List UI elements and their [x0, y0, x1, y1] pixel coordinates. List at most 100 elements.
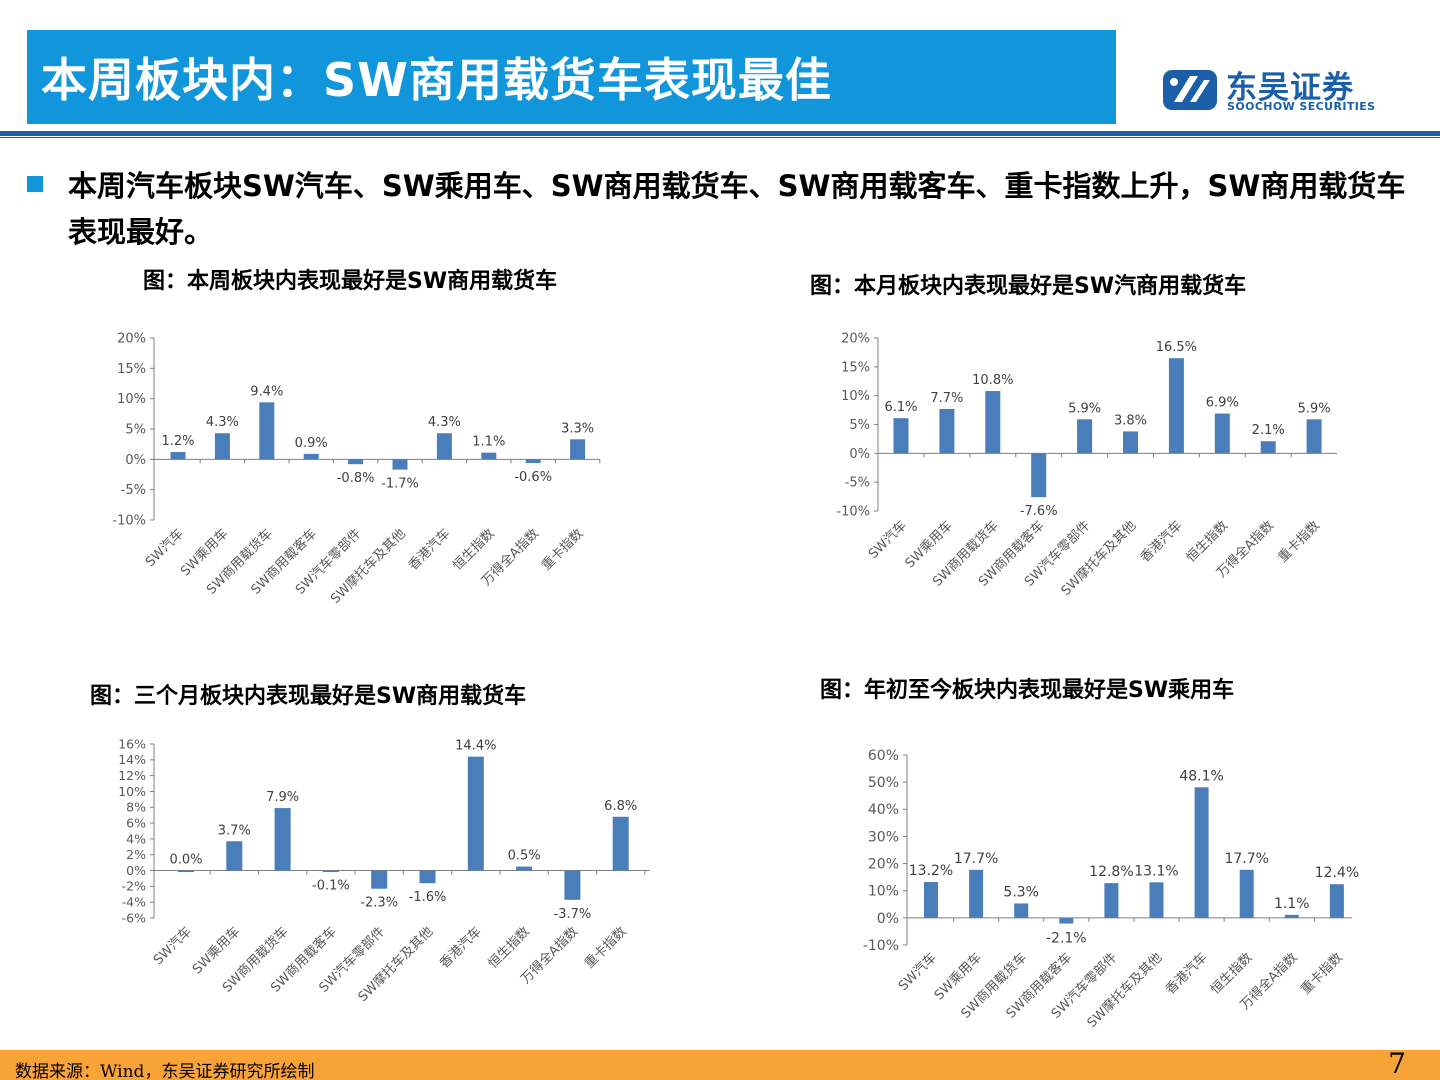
y-tick-label: 60% [868, 748, 899, 764]
bar [1168, 358, 1184, 454]
data-label: 17.7% [954, 851, 998, 867]
bar [1260, 441, 1276, 454]
category-label: 香港汽车 [1162, 950, 1210, 998]
page-title: 本周板块内：SW商用载货车表现最佳 [41, 53, 832, 107]
data-label: -2.3% [360, 896, 398, 911]
bar [1104, 883, 1119, 918]
y-tick-label: 20% [841, 332, 870, 347]
data-label: -0.6% [514, 470, 552, 485]
bar [564, 870, 581, 900]
data-label: 0.5% [508, 849, 541, 864]
y-tick-label: 5% [125, 423, 146, 438]
bar [392, 459, 408, 470]
data-label: 7.9% [266, 790, 299, 805]
footer-bar: 数据来源：Wind，东吴证券研究所绘制 7 [0, 1047, 1440, 1080]
bar [178, 870, 194, 873]
y-tick-label: 0% [877, 911, 899, 927]
y-tick-label: 15% [841, 360, 870, 375]
data-label: 2.1% [1252, 423, 1285, 438]
data-label: -0.8% [337, 471, 375, 486]
bar [259, 402, 275, 460]
data-label: 6.9% [1206, 396, 1239, 411]
bar [570, 439, 586, 460]
category-label: 重卡指数 [1298, 950, 1346, 998]
y-tick-label: 14% [118, 752, 146, 767]
logo-english-text: SOOCHOW SECURITIES [1227, 100, 1376, 113]
bar [419, 870, 436, 884]
header-divider-thin [0, 137, 1440, 138]
bar [525, 459, 541, 463]
bar [893, 418, 909, 454]
y-tick-label: 16% [118, 736, 146, 751]
y-tick-label: 20% [868, 856, 899, 872]
data-label: -3.7% [554, 907, 592, 922]
y-tick-label: -10% [112, 514, 146, 529]
data-label: 1.2% [161, 434, 194, 449]
y-tick-label: 40% [868, 802, 899, 818]
bullet-square-icon [27, 176, 43, 192]
category-label: SW汽车 [895, 950, 940, 995]
data-label: 17.7% [1224, 851, 1268, 867]
data-label: 13.1% [1134, 863, 1178, 879]
bar [170, 452, 186, 460]
bar [348, 459, 364, 465]
data-label: 3.7% [218, 823, 251, 838]
data-label: 6.1% [884, 400, 917, 415]
data-label: 1.1% [472, 435, 505, 450]
data-label: 13.2% [909, 863, 953, 879]
chart-title-month: 图：本月板块内表现最好是SW汽商用载货车 [810, 274, 1247, 299]
data-label: 6.8% [604, 799, 637, 814]
bar [371, 870, 388, 889]
bar [985, 391, 1001, 454]
bar [1306, 419, 1322, 454]
bar [226, 841, 243, 871]
y-tick-label: 50% [868, 775, 899, 791]
company-logo: 东吴证券 SOOCHOW SECURITIES [1160, 62, 1380, 118]
y-tick-label: 0% [849, 447, 870, 462]
bar [1123, 431, 1138, 454]
bar [969, 869, 984, 918]
data-label: 7.7% [930, 391, 963, 406]
bar [1284, 914, 1299, 918]
data-label: 3.8% [1114, 413, 1147, 428]
y-tick-label: -2% [122, 879, 146, 894]
summary-bullet: 本周汽车板块SW汽车、SW乘用车、SW商用载货车、SW商用载客车、重卡指数上升，… [68, 169, 1406, 249]
bar [436, 433, 452, 460]
data-label: 9.4% [250, 384, 283, 399]
bar [214, 433, 230, 460]
data-label: 4.3% [206, 415, 239, 430]
y-tick-label: 0% [125, 453, 146, 468]
y-tick-label: -6% [122, 910, 146, 925]
bar [1031, 453, 1047, 498]
soochow-logo-icon [1163, 70, 1217, 110]
data-label: 12.4% [1315, 865, 1359, 881]
chart-title-ytd: 图：年初至今板块内表现最好是SW乘用车 [820, 678, 1235, 703]
bar [1059, 917, 1074, 924]
y-tick-label: 2% [126, 847, 146, 862]
bar [612, 816, 629, 871]
data-label: -7.6% [1020, 504, 1058, 519]
y-tick-label: -10% [863, 938, 899, 954]
y-tick-label: 0% [126, 863, 146, 878]
data-label: 5.9% [1298, 401, 1331, 416]
page-number: 7 [1388, 1047, 1406, 1080]
data-label: 3.3% [561, 421, 594, 436]
data-label: 48.1% [1179, 768, 1223, 784]
data-label: 12.8% [1089, 864, 1133, 880]
title-bar: 本周板块内：SW商用载货车表现最佳 [27, 30, 1116, 124]
data-label: 4.3% [428, 415, 461, 430]
bar [1014, 903, 1029, 918]
data-label: 14.4% [455, 739, 496, 754]
y-tick-label: 20% [117, 332, 146, 347]
data-source-note: 数据来源：Wind，东吴证券研究所绘制 [15, 1062, 315, 1080]
bar [481, 452, 497, 460]
y-tick-label: 10% [868, 884, 899, 900]
y-tick-label: 15% [117, 362, 146, 377]
data-label: -1.7% [381, 477, 419, 492]
bar [303, 453, 319, 460]
y-tick-label: 8% [126, 800, 146, 815]
chart-title-week: 图：本周板块内表现最好是SW商用载货车 [143, 269, 558, 294]
